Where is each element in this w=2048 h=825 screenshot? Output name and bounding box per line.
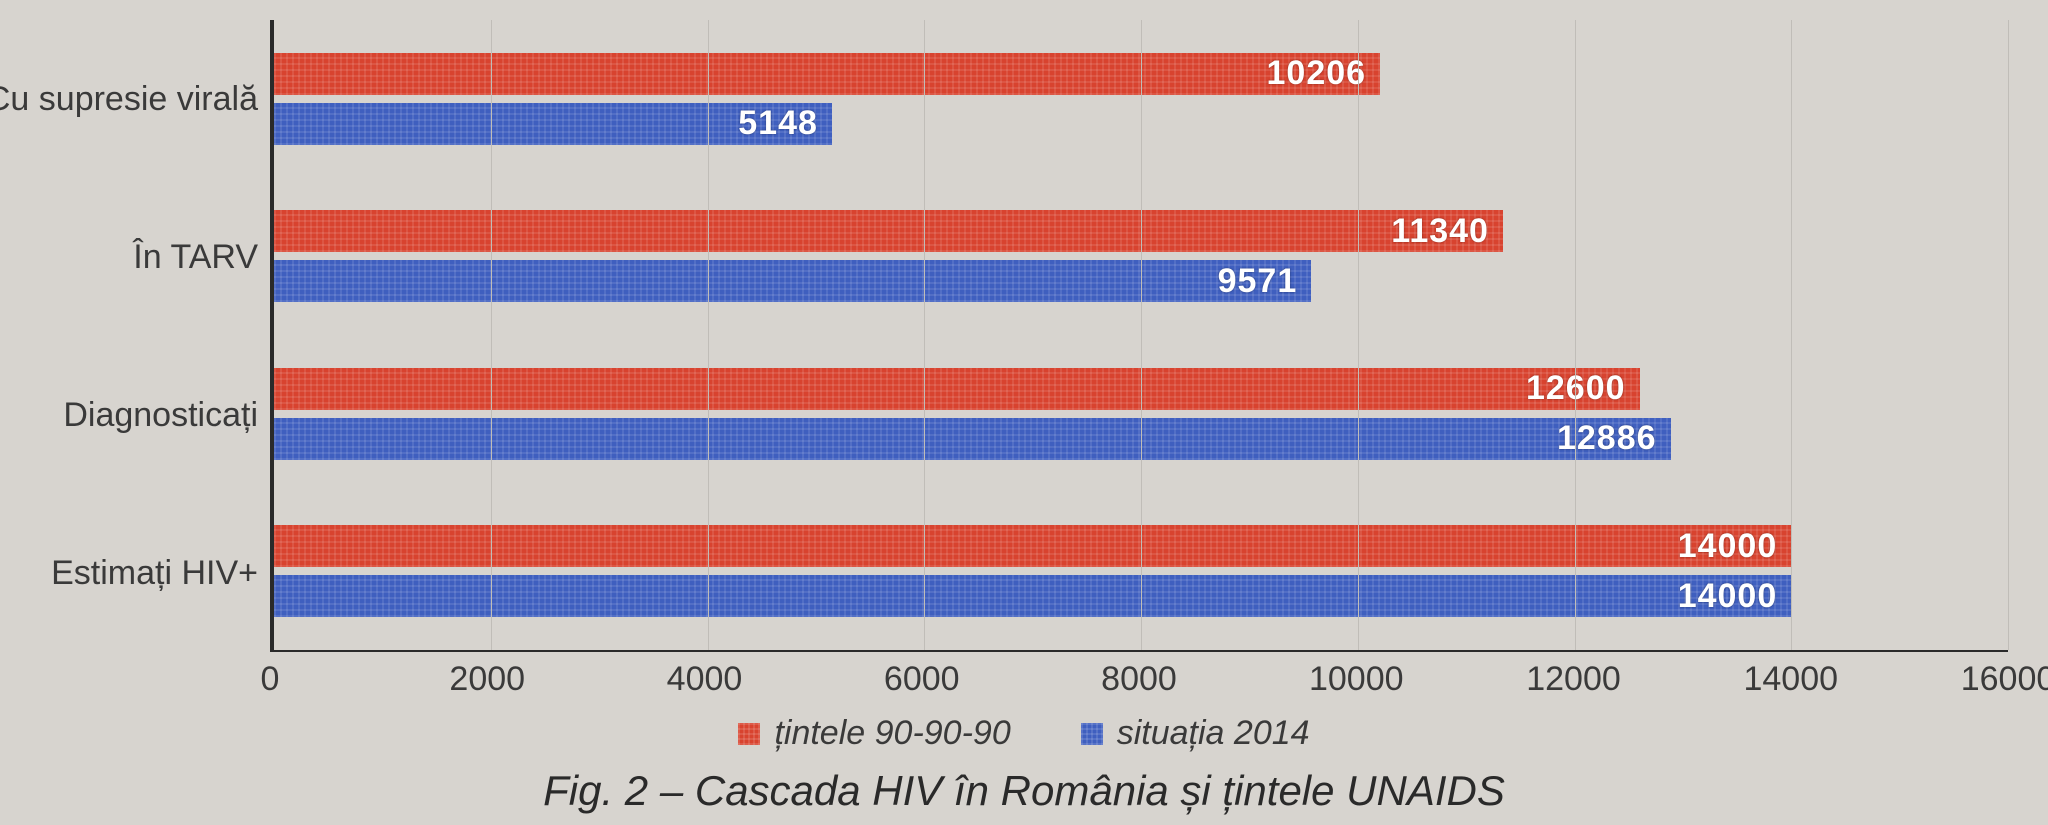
x-tick-label: 12000 xyxy=(1526,660,1621,699)
x-tick-label: 0 xyxy=(261,660,280,699)
bar-situation2014: 12886 xyxy=(274,418,1671,460)
x-tick-label: 4000 xyxy=(667,660,743,699)
bar-situation2014: 14000 xyxy=(274,575,1791,617)
hiv-cascade-chart: Cu supresie virală În TARV Diagnosticați Es… xyxy=(0,0,2048,825)
x-tick-label: 6000 xyxy=(884,660,960,699)
category-label: În TARV xyxy=(133,240,258,274)
gridline xyxy=(2008,20,2009,650)
x-tick-label: 8000 xyxy=(1101,660,1177,699)
category-label: Diagnosticați xyxy=(63,398,258,432)
legend: țintele 90-90-90 situația 2014 xyxy=(40,714,2008,753)
x-tick-label: 14000 xyxy=(1743,660,1838,699)
bar-targets: 10206 xyxy=(274,53,1380,95)
bar-targets: 11340 xyxy=(274,210,1503,252)
legend-swatch xyxy=(1081,723,1103,745)
bar-targets: 14000 xyxy=(274,525,1791,567)
gridline xyxy=(1575,20,1576,650)
legend-item-targets: țintele 90-90-90 xyxy=(738,714,1010,753)
bar-situation2014: 9571 xyxy=(274,260,1311,302)
x-tick-label: 2000 xyxy=(449,660,525,699)
bar-targets: 12600 xyxy=(274,368,1640,410)
legend-item-situation2014: situația 2014 xyxy=(1081,714,1310,753)
gridline xyxy=(924,20,925,650)
legend-label: situația 2014 xyxy=(1117,714,1310,753)
category-label: Cu supresie virală xyxy=(0,82,258,116)
x-tick-label: 16000 xyxy=(1961,660,2048,699)
gridline xyxy=(1358,20,1359,650)
legend-swatch xyxy=(738,723,760,745)
category-label: Estimați HIV+ xyxy=(51,556,258,590)
x-axis: 0200040006000800010000120001400016000 xyxy=(270,652,2008,708)
y-axis-category-labels: Cu supresie viralăÎn TARVDiagnosticațiEs… xyxy=(40,20,270,652)
gridline xyxy=(1791,20,1792,650)
legend-label: țintele 90-90-90 xyxy=(774,714,1010,753)
gridline xyxy=(708,20,709,650)
bar-situation2014: 5148 xyxy=(274,103,832,145)
plot-area: 10206 5148 11340 9571 12600 12886 14000 14000 xyxy=(270,20,2008,652)
figure-caption: Fig. 2 – Cascada HIV în România și ținte… xyxy=(40,767,2008,815)
x-tick-label: 10000 xyxy=(1309,660,1404,699)
gridline xyxy=(491,20,492,650)
gridline xyxy=(1141,20,1142,650)
